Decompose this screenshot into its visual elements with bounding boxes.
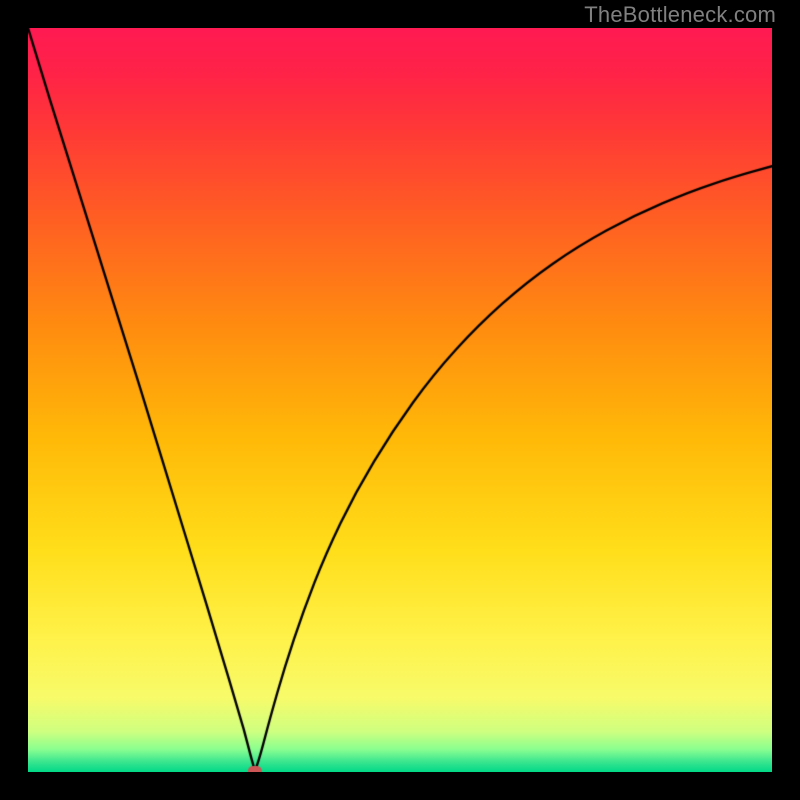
chart-frame: TheBottleneck.com [0,0,800,800]
plot-area [28,28,772,772]
watermark-text: TheBottleneck.com [584,2,776,28]
bottleneck-curve [28,28,772,772]
